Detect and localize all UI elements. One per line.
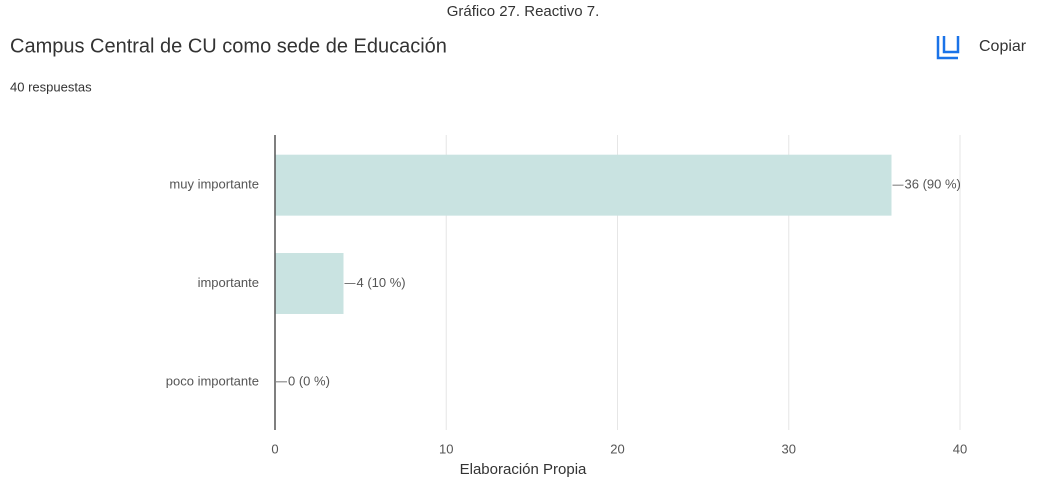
caption: Gráfico 27. Reactivo 7.	[447, 3, 600, 20]
copy-button[interactable]: Copiar	[936, 36, 1027, 60]
bar	[275, 154, 892, 216]
value-label: 4 (10 %)	[357, 275, 406, 290]
y-tick-label: poco importante	[166, 373, 259, 388]
x-tick-label: 10	[439, 441, 453, 456]
copy-icon	[936, 36, 960, 60]
x-tick-label: 40	[953, 441, 967, 456]
value-label: 0 (0 %)	[288, 373, 330, 388]
x-tick-label: 0	[271, 441, 278, 456]
bar	[275, 253, 344, 314]
x-tick-label: 30	[782, 441, 796, 456]
value-label: 36 (90 %)	[905, 177, 961, 192]
chart-title: Campus Central de CU como sede de Educac…	[10, 35, 447, 57]
x-tick-label: 20	[610, 441, 624, 456]
y-tick-label: importante	[198, 275, 259, 290]
copy-label: Copiar	[979, 38, 1027, 55]
footer: Elaboración Propia	[460, 461, 587, 478]
subtitle: 40 respuestas	[10, 79, 92, 94]
y-tick-label: muy importante	[169, 177, 259, 192]
